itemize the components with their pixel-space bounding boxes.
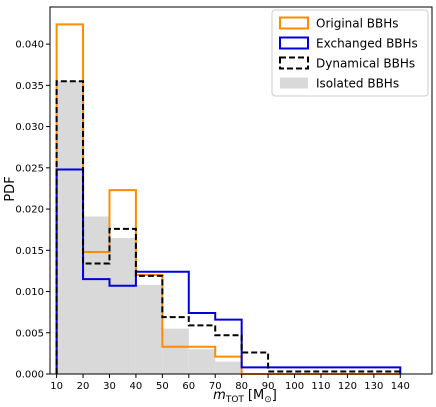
legend-label-original-bbhs: Original BBHs [316,17,399,31]
y-tick-label-3: 0.015 [15,246,44,257]
y-axis-label: PDF [3,176,18,201]
y-tick-label-0: 0.000 [15,370,44,381]
isolated-bbhs-bar-20-30 [83,216,110,374]
isolated-bbhs-bar-10-20 [56,81,84,374]
isolated-bbhs-bar-50-60 [162,328,189,374]
axes: 10 20 30 40 50 60 70 80 90 100 110 120 130 140 0.000 0.… [15,6,433,392]
exchanged-bbhs-step-line [55,168,402,374]
legend-label-dynamical-bbhs: Dynamical BBHs [316,57,415,71]
legend-box [271,9,429,97]
legend: Original BBHs Exchanged BBHs Dynamical BBH… [271,9,429,97]
legend-handle-dynamical-bbhs [279,56,309,70]
x-axis-label-unit-subscript: ⊙ [264,395,272,405]
legend-label-isolated-bbhs: Isolated BBHs [316,77,399,91]
legend-label-exchanged-bbhs: Exchanged BBHs [316,37,418,51]
x-axis-label-unit-suffix: ] [272,388,277,403]
x-axis-label-symbol: m [213,388,226,403]
x-tick-label-130: 130 [364,381,383,392]
y-tick-label-8: 0.040 [15,40,44,51]
plot-frame [49,6,433,375]
isolated-bbhs-bar-40-50 [135,284,163,374]
y-tick-label-4: 0.020 [15,205,44,216]
x-tick-label-120: 120 [338,381,357,392]
x-tick-label-40: 40 [130,381,143,392]
dynamical-bbhs-step-line [55,80,402,374]
x-tick-label-50: 50 [156,381,169,392]
y-tick-label-5: 0.025 [15,163,44,174]
x-tick-label-70: 70 [209,381,222,392]
y-tick-label-2: 0.010 [15,287,44,298]
x-tick-label-80: 80 [235,381,248,392]
x-tick-label-20: 20 [77,381,90,392]
x-axis-label-unit-prefix: [M [248,388,264,403]
y-tick-label-6: 0.030 [15,122,44,133]
legend-handle-exchanged-bbhs [279,36,309,50]
x-tick-label-140: 140 [391,381,410,392]
legend-handle-original-bbhs [279,16,309,30]
isolated-bbhs-bar-70-80 [215,361,242,374]
y-tick-label-7: 0.035 [15,81,44,92]
x-tick-label-100: 100 [285,381,304,392]
isolated-bbhs-bar-60-70 [188,349,216,374]
x-tick-label-110: 110 [311,381,330,392]
plot-area [55,23,402,375]
x-tick-label-60: 60 [182,381,195,392]
isolated-bbhs-bar-30-40 [109,237,136,374]
x-axis-label: mTOT [M⊙] [213,388,277,405]
legend-handle-isolated-bbhs [280,77,308,89]
x-tick-label-90: 90 [262,381,275,392]
x-tick-label-30: 30 [103,381,116,392]
y-tick-label-1: 0.005 [15,328,44,339]
x-tick-label-10: 10 [50,381,63,392]
x-axis-label-subscript: TOT [225,395,245,405]
